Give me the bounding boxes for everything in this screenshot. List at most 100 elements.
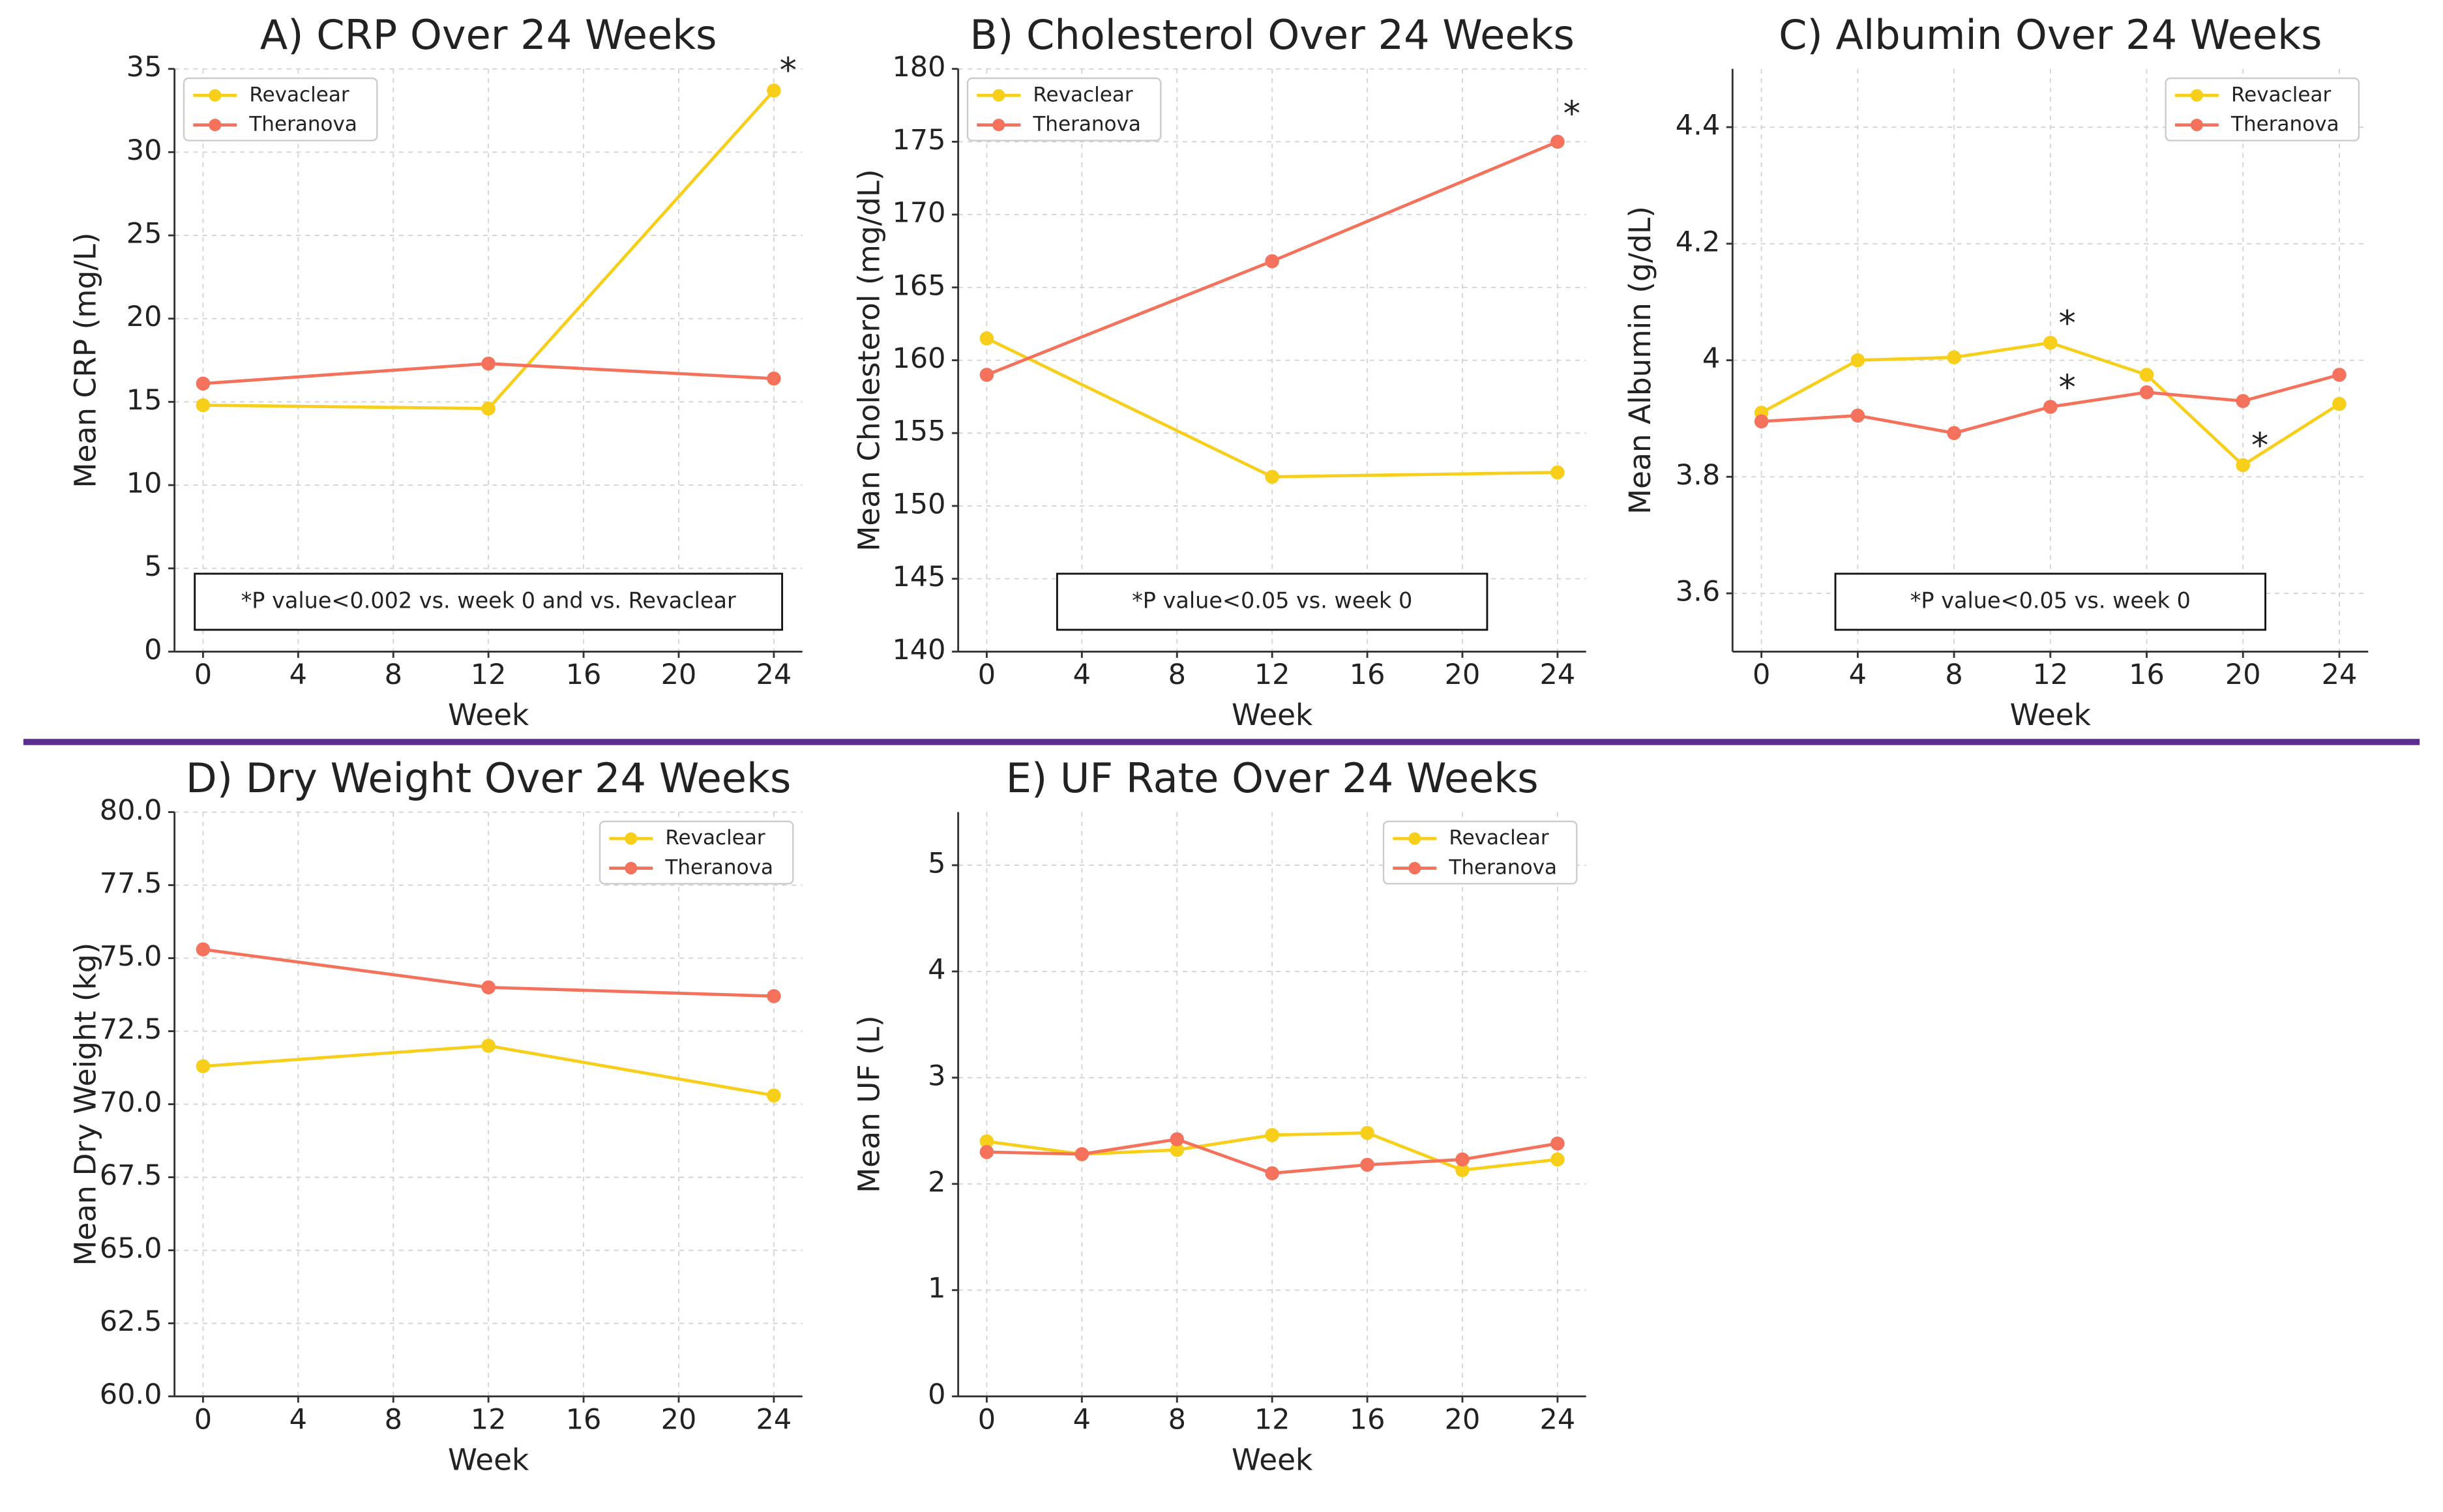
data-point — [1265, 254, 1279, 269]
data-point — [2139, 385, 2154, 400]
chart-title: A) CRP Over 24 Weeks — [260, 11, 717, 59]
x-tick-label: 4 — [1073, 1403, 1091, 1436]
legend-label: Theranova — [2230, 113, 2339, 136]
legend-marker — [625, 832, 638, 845]
x-tick-label: 8 — [1945, 659, 1962, 691]
data-point — [1265, 1166, 1279, 1181]
x-tick-label: 24 — [756, 1403, 792, 1436]
data-point — [979, 1145, 994, 1159]
x-tick-label: 20 — [661, 659, 697, 691]
x-tick-label: 8 — [385, 1403, 402, 1436]
x-tick-label: 0 — [194, 1403, 212, 1436]
x-tick-label: 8 — [1168, 659, 1186, 691]
x-tick-label: 12 — [2032, 659, 2068, 691]
data-point — [979, 1134, 994, 1149]
series-line — [203, 1044, 775, 1097]
data-point — [1170, 1132, 1185, 1147]
data-point — [1265, 1128, 1279, 1142]
x-tick-label: 0 — [1753, 659, 1770, 691]
note-box — [194, 572, 784, 631]
y-tick-label: 70.0 — [100, 1086, 162, 1119]
x-tick-label: 24 — [1540, 1403, 1576, 1436]
data-point — [481, 1039, 496, 1053]
y-tick-label: 77.5 — [100, 867, 162, 900]
legend-label: Revaclear — [2231, 83, 2331, 106]
data-point — [481, 356, 496, 371]
y-tick-label: 140 — [892, 634, 945, 666]
x-tick-label: 4 — [1849, 659, 1867, 691]
data-point — [1947, 426, 1961, 440]
data-point — [2236, 458, 2251, 473]
x-tick-label: 0 — [978, 1403, 996, 1436]
y-tick-label: 3 — [928, 1060, 945, 1092]
data-point — [2043, 400, 2058, 414]
note: *P value<0.05 vs. week 0 — [1132, 587, 1412, 613]
x-tick-label: 8 — [385, 659, 402, 691]
data-point — [196, 398, 211, 413]
y-tick-label: 0 — [928, 1378, 945, 1411]
y-tick-label: 145 — [892, 561, 945, 593]
x-axis-label: Week — [448, 1443, 529, 1477]
y-tick-label: 170 — [892, 197, 945, 230]
data-point — [979, 368, 994, 382]
y-axis-label: Mean UF (L) — [851, 1015, 886, 1193]
x-tick-label: 12 — [471, 1403, 507, 1436]
data-point — [1850, 353, 1865, 368]
legend-marker — [992, 89, 1005, 102]
x-tick-label: 4 — [289, 1403, 307, 1436]
y-tick-label: 2 — [928, 1166, 945, 1198]
data-point — [1455, 1163, 1470, 1178]
x-tick-label: 24 — [2322, 659, 2358, 691]
y-tick-label: 3.6 — [1676, 576, 1720, 608]
y-tick-label: 4 — [1702, 342, 1720, 375]
data-point — [196, 376, 211, 391]
x-tick-label: 24 — [1540, 659, 1576, 691]
x-tick-label: 20 — [1445, 1403, 1481, 1436]
x-tick-label: 16 — [2129, 659, 2165, 691]
y-tick-label: 65.0 — [100, 1232, 162, 1265]
x-tick-label: 8 — [1168, 1403, 1186, 1436]
chart-title: B) Cholesterol Over 24 Weeks — [970, 11, 1575, 59]
x-tick-label: 12 — [1254, 1403, 1290, 1436]
chart-panel: A) CRP Over 24 Weeks 0 5 10 15 20 25 30 35 0 4 8 12 1… — [68, 11, 803, 732]
note-box — [1834, 572, 2267, 631]
y-tick-label: 4 — [928, 953, 945, 986]
chart-panel: D) Dry Weight Over 24 Weeks 60.0 62.5 65.0 6… — [68, 754, 803, 1477]
y-tick-label: 20 — [126, 301, 162, 333]
x-tick-label: 24 — [756, 659, 792, 691]
chart-panel: C) Albumin Over 24 Weeks 3.6 3.8 4 4.2 4.4 0 4 8… — [1623, 11, 2369, 732]
y-tick-label: 5 — [928, 847, 945, 880]
y-tick-label: 4.2 — [1676, 226, 1720, 258]
annotation: * — [2059, 368, 2076, 408]
legend-marker — [625, 861, 638, 875]
data-point — [1455, 1152, 1470, 1167]
data-point — [1754, 414, 1769, 429]
legend-marker — [209, 89, 222, 102]
data-point — [1550, 465, 1565, 480]
y-tick-label: 25 — [126, 218, 162, 250]
x-tick-label: 16 — [566, 659, 602, 691]
legend-label: Theranova — [1448, 856, 1557, 880]
data-point — [767, 1088, 781, 1103]
legend-marker — [1408, 832, 1421, 845]
data-point — [196, 942, 211, 956]
legend-marker — [2190, 119, 2203, 132]
data-point — [1170, 1142, 1185, 1157]
data-point — [1550, 134, 1565, 149]
y-axis-label: Mean Dry Weight (kg) — [68, 943, 102, 1266]
x-tick-label: 12 — [1254, 659, 1290, 691]
data-point — [2236, 394, 2251, 408]
annotation: * — [780, 50, 797, 90]
legend-label: Revaclear — [1033, 83, 1133, 106]
chart-panel: B) Cholesterol Over 24 Weeks 140 145 150 155… — [851, 11, 1586, 732]
y-tick-label: 155 — [892, 415, 945, 448]
data-point — [1947, 350, 1961, 364]
legend-label: Revaclear — [1449, 826, 1548, 850]
annotation: * — [2059, 304, 2076, 344]
data-point — [767, 371, 781, 386]
data-point — [2139, 368, 2154, 382]
annotation: * — [2251, 426, 2268, 466]
